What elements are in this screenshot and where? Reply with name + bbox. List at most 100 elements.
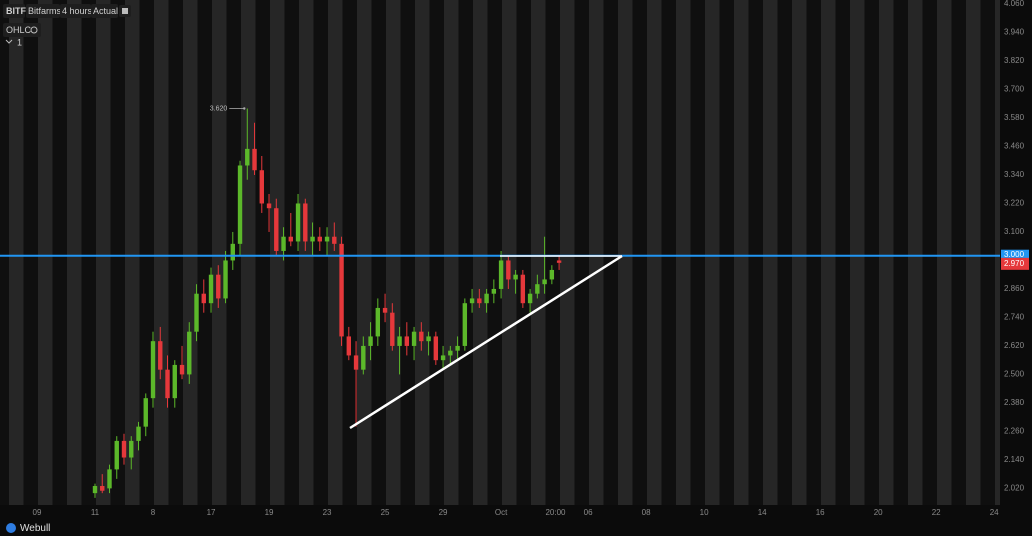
candle-body [520, 274, 526, 304]
x-tick-label: 29 [439, 508, 448, 517]
candle-body [346, 336, 352, 356]
session-stripe [473, 0, 488, 505]
eye-icon[interactable] [30, 26, 38, 34]
toolbar-chip[interactable] [91, 4, 118, 18]
x-tick-label: 08 [642, 508, 651, 517]
session-stripe [618, 0, 633, 505]
candle-body [368, 336, 373, 346]
y-tick-label: 3.580 [1004, 113, 1025, 122]
session-stripe [183, 0, 198, 505]
candle-body [201, 293, 206, 304]
session-stripe [9, 0, 24, 505]
candle-body [397, 336, 402, 346]
session-stripe [908, 0, 923, 505]
candle-body [129, 440, 134, 458]
session-stripe [676, 0, 691, 505]
x-tick-label: 20:00 [545, 508, 566, 517]
candle-body [245, 148, 250, 166]
high-marker-dot [243, 107, 246, 110]
icon [122, 8, 128, 14]
candle-body [433, 336, 439, 361]
candle-body [223, 260, 228, 299]
candle-body [382, 307, 388, 313]
session-stripe [444, 0, 459, 505]
candle-body [455, 345, 460, 351]
candle-body [194, 293, 199, 332]
y-tick-label: 3.460 [1004, 142, 1025, 151]
session-stripe [589, 0, 604, 505]
y-tick-label: 3.940 [1004, 28, 1025, 37]
symbol[interactable]: BITF [6, 6, 26, 16]
session-stripe [647, 0, 662, 505]
candle-body [542, 279, 547, 285]
y-tick-label: 3.700 [1004, 85, 1025, 94]
candle-body [426, 336, 431, 342]
y-tick-label: 2.380 [1004, 398, 1025, 407]
candle-body [107, 469, 112, 489]
axes: 2.020 2.140 2.260 2.380 2.500 2.620 2.740 2.860… [33, 0, 1029, 517]
candle-body [121, 440, 127, 458]
toolbar-chip[interactable] [60, 4, 91, 18]
candle-body [252, 148, 257, 171]
candle-body [179, 364, 185, 375]
candle-body [100, 486, 105, 491]
candle-body [165, 369, 170, 399]
y-tick-label: 2.860 [1004, 284, 1025, 293]
y-tick-label: 3.340 [1004, 170, 1025, 179]
interval[interactable]: 4 hours [62, 6, 93, 16]
candle-body [353, 355, 359, 370]
session-stripe [734, 0, 749, 505]
session-stripe [502, 0, 517, 505]
brand-logo [6, 523, 16, 533]
collapse-icon[interactable] [5, 39, 13, 44]
x-tick-label: 14 [758, 508, 767, 517]
session-stripe [154, 0, 169, 505]
candle-body [411, 331, 417, 346]
brand: Webull [20, 523, 50, 534]
y-tick-label: 2.260 [1004, 427, 1025, 436]
session-stripe [386, 0, 401, 505]
candle-body [92, 486, 98, 494]
session-stripe [792, 0, 807, 505]
candle-body [491, 288, 497, 294]
x-tick-label: 22 [932, 508, 941, 517]
x-tick-label: 23 [323, 508, 332, 517]
candle-body [172, 364, 177, 399]
candle-body [469, 298, 475, 304]
y-tick-label: 2.020 [1004, 483, 1025, 492]
candle-body [295, 203, 301, 242]
candle-body [484, 293, 489, 304]
session-stripe [879, 0, 894, 505]
session-stripe [328, 0, 343, 505]
candle-body [237, 165, 243, 244]
x-tick-label: 24 [990, 508, 999, 517]
indicator[interactable]: OHLC [6, 25, 32, 35]
trendline [349, 254, 623, 430]
toolbar-chip[interactable] [3, 4, 25, 18]
x-tick-label: 8 [151, 508, 156, 517]
candle-body [513, 274, 518, 280]
session-stripe [212, 0, 227, 505]
session-stripe [850, 0, 865, 505]
indicator-chip[interactable] [3, 23, 41, 37]
background-stripes [9, 0, 1010, 505]
candle-body [187, 331, 192, 375]
session-stripe [966, 0, 981, 505]
toolbar-chip [26, 4, 60, 18]
session-stripe [937, 0, 952, 505]
session-stripe [357, 0, 372, 505]
session-stripe [96, 0, 111, 505]
candle-body [143, 398, 148, 427]
high-label: 3.620 [210, 105, 228, 112]
price-mode[interactable]: Actual [93, 6, 118, 16]
candle-body [549, 269, 555, 280]
y-tick-label: 2.740 [1004, 313, 1025, 322]
price-line-label: 3.000 [1004, 250, 1025, 259]
session-stripe [270, 0, 285, 505]
candle-body [158, 341, 163, 370]
candle-body [136, 426, 141, 441]
last-price-label: 2.970 [1004, 259, 1025, 268]
session-stripe [299, 0, 314, 505]
